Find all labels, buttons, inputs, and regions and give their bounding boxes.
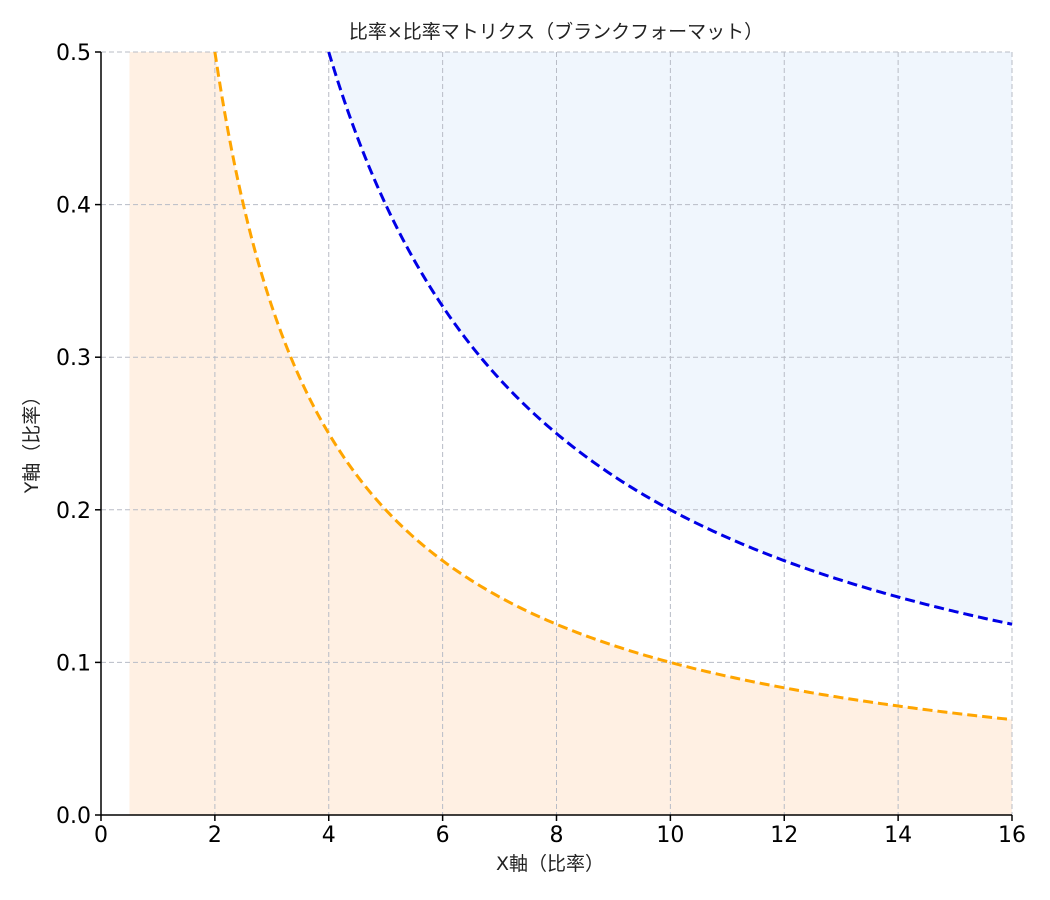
y-tick-label: 0.4 [56,194,91,219]
curve-series [213,51,1013,722]
x-tick-label: 6 [436,823,450,848]
y-axis-ticks: 0.0 0.1 0.2 0.3 0.4 0.5 [56,41,101,829]
x-axis-ticks: 0 2 4 6 8 10 12 14 16 [94,815,1026,848]
x-tick-label: 14 [884,823,912,848]
x-axis-title: X軸（比率） [496,853,604,875]
region-fill-1 [129,52,1012,815]
y-axis-title: Y軸（比率） [21,387,43,495]
x-tick-label: 0 [94,823,108,848]
y-tick-label: 0.0 [56,804,91,829]
x-tick-label: 4 [322,823,336,848]
series-curve-1 [213,51,1013,722]
x-tick-label: 16 [998,823,1026,848]
series-curve-2 [327,51,1013,626]
region-fill-2 [328,52,1012,625]
x-tick-label: 10 [656,823,684,848]
x-tick-label: 2 [208,823,222,848]
chart-title: 比率×比率マトリクス（ブランクフォーマット） [349,20,763,43]
region-fills [129,52,1012,815]
grid-lines [101,51,1013,815]
y-tick-label: 0.2 [56,499,91,524]
y-tick-label: 0.5 [56,41,91,66]
x-tick-label: 8 [550,823,564,848]
y-tick-label: 0.3 [56,346,91,371]
x-tick-label: 12 [770,823,798,848]
y-tick-label: 0.1 [56,651,91,676]
